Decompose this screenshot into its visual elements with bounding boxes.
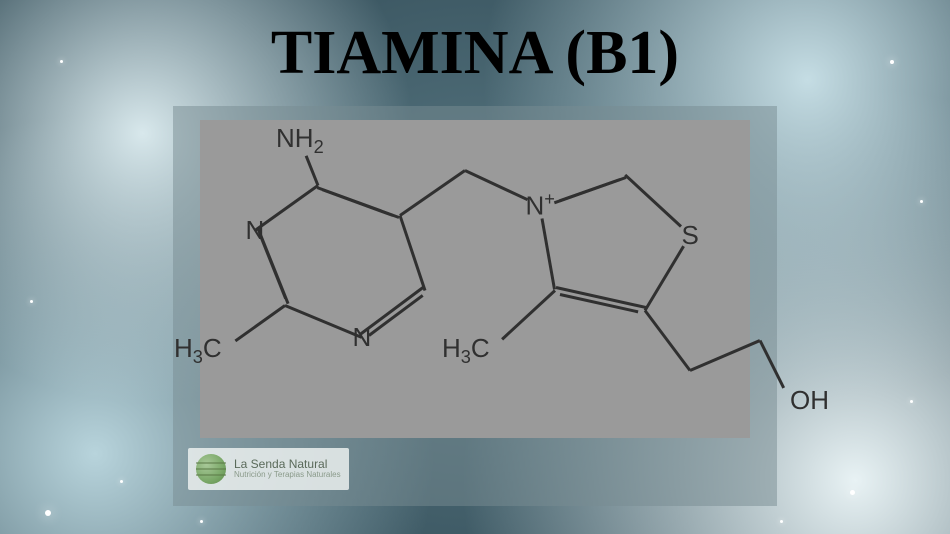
atom-CH3b: H3C <box>442 333 490 368</box>
badge-subtitle: Nutrición y Terapias Naturales <box>234 471 341 480</box>
structure-panel: NNNH2H3CN+SH3COH <box>200 120 750 438</box>
atom-CH3a: H3C <box>174 333 222 368</box>
atom-NH2: NH2 <box>276 123 324 158</box>
thiamine-structure: NNNH2H3CN+SH3COH <box>200 120 750 438</box>
page-title: TIAMINA (B1) <box>0 18 950 89</box>
atom-Np: N+ <box>526 189 555 222</box>
atom-N3: N <box>353 322 372 353</box>
atom-OH: OH <box>790 385 829 416</box>
atom-S: S <box>682 220 699 251</box>
brand-badge: La Senda Natural Nutrición y Terapias Na… <box>188 448 349 490</box>
globe-icon <box>196 454 226 484</box>
atom-N1: N <box>246 215 265 246</box>
